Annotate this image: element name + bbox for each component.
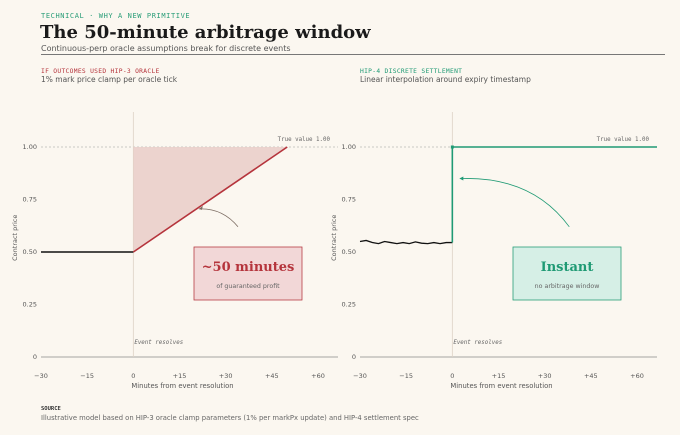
left-y-tick-label: 0.50 xyxy=(23,248,37,256)
kicker: TECHNICAL · WHY A NEW PRIMITIVE xyxy=(41,12,191,20)
left-x-tick-label: +15 xyxy=(173,372,187,380)
left-y-tick-label: 1.00 xyxy=(23,143,37,151)
left-true-value-label: True value 1.00 xyxy=(278,137,331,143)
right-y-axis-label: Contract price xyxy=(330,215,338,261)
source-label: SOURCE xyxy=(41,406,61,412)
left-x-axis-label: Minutes from event resolution xyxy=(131,382,233,390)
left-panel-subtitle: 1% mark price clamp per oracle tick xyxy=(41,75,178,84)
left-panel-title: IF OUTCOMES USED HIP-3 ORACLE xyxy=(41,68,160,75)
right-x-axis-label: Minutes from event resolution xyxy=(450,382,552,390)
right-pre-event-line xyxy=(359,239,453,245)
right-event-label: Event resolves xyxy=(453,340,502,346)
right-y-tick-label: 0 xyxy=(352,353,356,361)
left-x-tick-label: +45 xyxy=(265,372,279,380)
left-callout-headline: ~50 minutes xyxy=(202,260,295,275)
left-callout-box xyxy=(193,246,303,301)
right-x-tick-label: −15 xyxy=(399,372,413,380)
left-clamped-price-line xyxy=(132,146,288,253)
page-title: The 50-minute arbitrage window xyxy=(40,22,371,43)
left-x-tick-label: −30 xyxy=(34,372,48,380)
right-x-tick-label: 0 xyxy=(450,372,454,380)
right-y-tick-label: 1.00 xyxy=(342,143,356,151)
right-x-tick-label: −30 xyxy=(353,372,367,380)
left-y-axis-label: Contract price xyxy=(11,215,19,261)
right-x-tick-label: +15 xyxy=(492,372,506,380)
left-x-tick-label: 0 xyxy=(131,372,135,380)
left-callout-text: of guaranteed profit xyxy=(216,283,280,290)
right-panel-title: HIP-4 DISCRETE SETTLEMENT xyxy=(360,68,463,75)
right-settlement-marker xyxy=(450,145,454,149)
right-callout-text: no arbitrage window xyxy=(535,283,600,290)
left-x-tick-label: +30 xyxy=(219,372,233,380)
left-x-tick-label: +60 xyxy=(311,372,325,380)
left-event-label: Event resolves xyxy=(134,340,183,346)
right-y-tick-label: 0.25 xyxy=(342,301,356,309)
source-text: Illustrative model based on HIP-3 oracle… xyxy=(41,414,419,422)
left-callout-arrow xyxy=(198,208,239,228)
right-true-value-label: True value 1.00 xyxy=(597,137,650,143)
left-callout-arrowhead xyxy=(198,205,203,210)
header-divider xyxy=(41,54,665,55)
right-callout-box xyxy=(512,246,622,301)
right-callout-arrow xyxy=(461,178,570,228)
page-subtitle: Continuous-perp oracle assumptions break… xyxy=(41,44,291,53)
right-y-tick-label: 0.75 xyxy=(342,196,356,204)
right-y-tick-label: 0.50 xyxy=(342,248,356,256)
left-x-tick-label: −15 xyxy=(80,372,94,380)
right-x-tick-label: +45 xyxy=(584,372,598,380)
left-y-tick-label: 0 xyxy=(33,353,37,361)
left-y-tick-label: 0.25 xyxy=(23,301,37,309)
right-callout-arrowhead xyxy=(459,176,464,181)
right-panel-subtitle: Linear interpolation around expiry times… xyxy=(360,75,531,84)
right-x-tick-label: +30 xyxy=(538,372,552,380)
right-callout-headline: Instant xyxy=(541,260,594,275)
right-x-tick-label: +60 xyxy=(630,372,644,380)
left-y-tick-label: 0.75 xyxy=(23,196,37,204)
